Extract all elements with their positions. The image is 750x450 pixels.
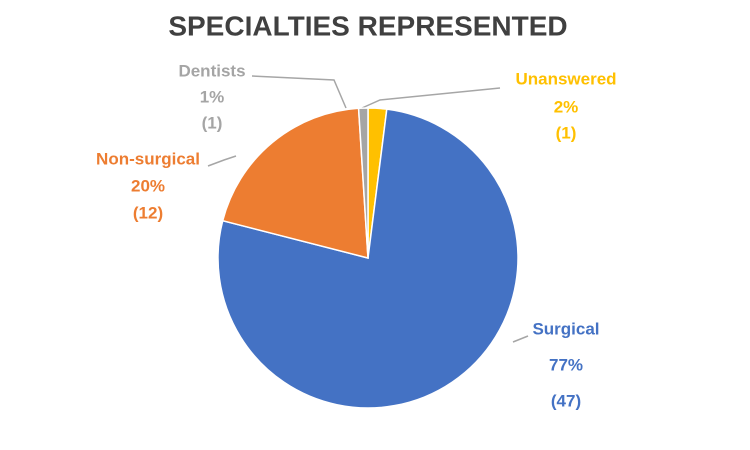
slice-label: Surgical xyxy=(532,319,599,338)
pie-slice xyxy=(357,107,369,259)
pie-slice xyxy=(221,107,369,259)
slice-percent: 2% xyxy=(554,97,579,116)
leader-line xyxy=(251,75,347,109)
leader-line xyxy=(207,155,237,167)
slice-count: (47) xyxy=(551,391,581,410)
slice-count: (1) xyxy=(556,123,577,142)
leader-line xyxy=(361,87,501,109)
slice-label: Unanswered xyxy=(515,69,616,88)
slice-percent: 20% xyxy=(131,176,165,195)
slice-percent: 1% xyxy=(200,87,225,106)
slice-count: (12) xyxy=(133,203,163,222)
slice-count: (1) xyxy=(202,113,223,132)
slice-label: Non-surgical xyxy=(96,149,200,168)
chart-title: SPECIALTIES REPRESENTED xyxy=(168,10,567,41)
slice-label: Dentists xyxy=(178,61,245,80)
leader-line xyxy=(512,335,529,343)
slice-percent: 77% xyxy=(549,355,583,374)
